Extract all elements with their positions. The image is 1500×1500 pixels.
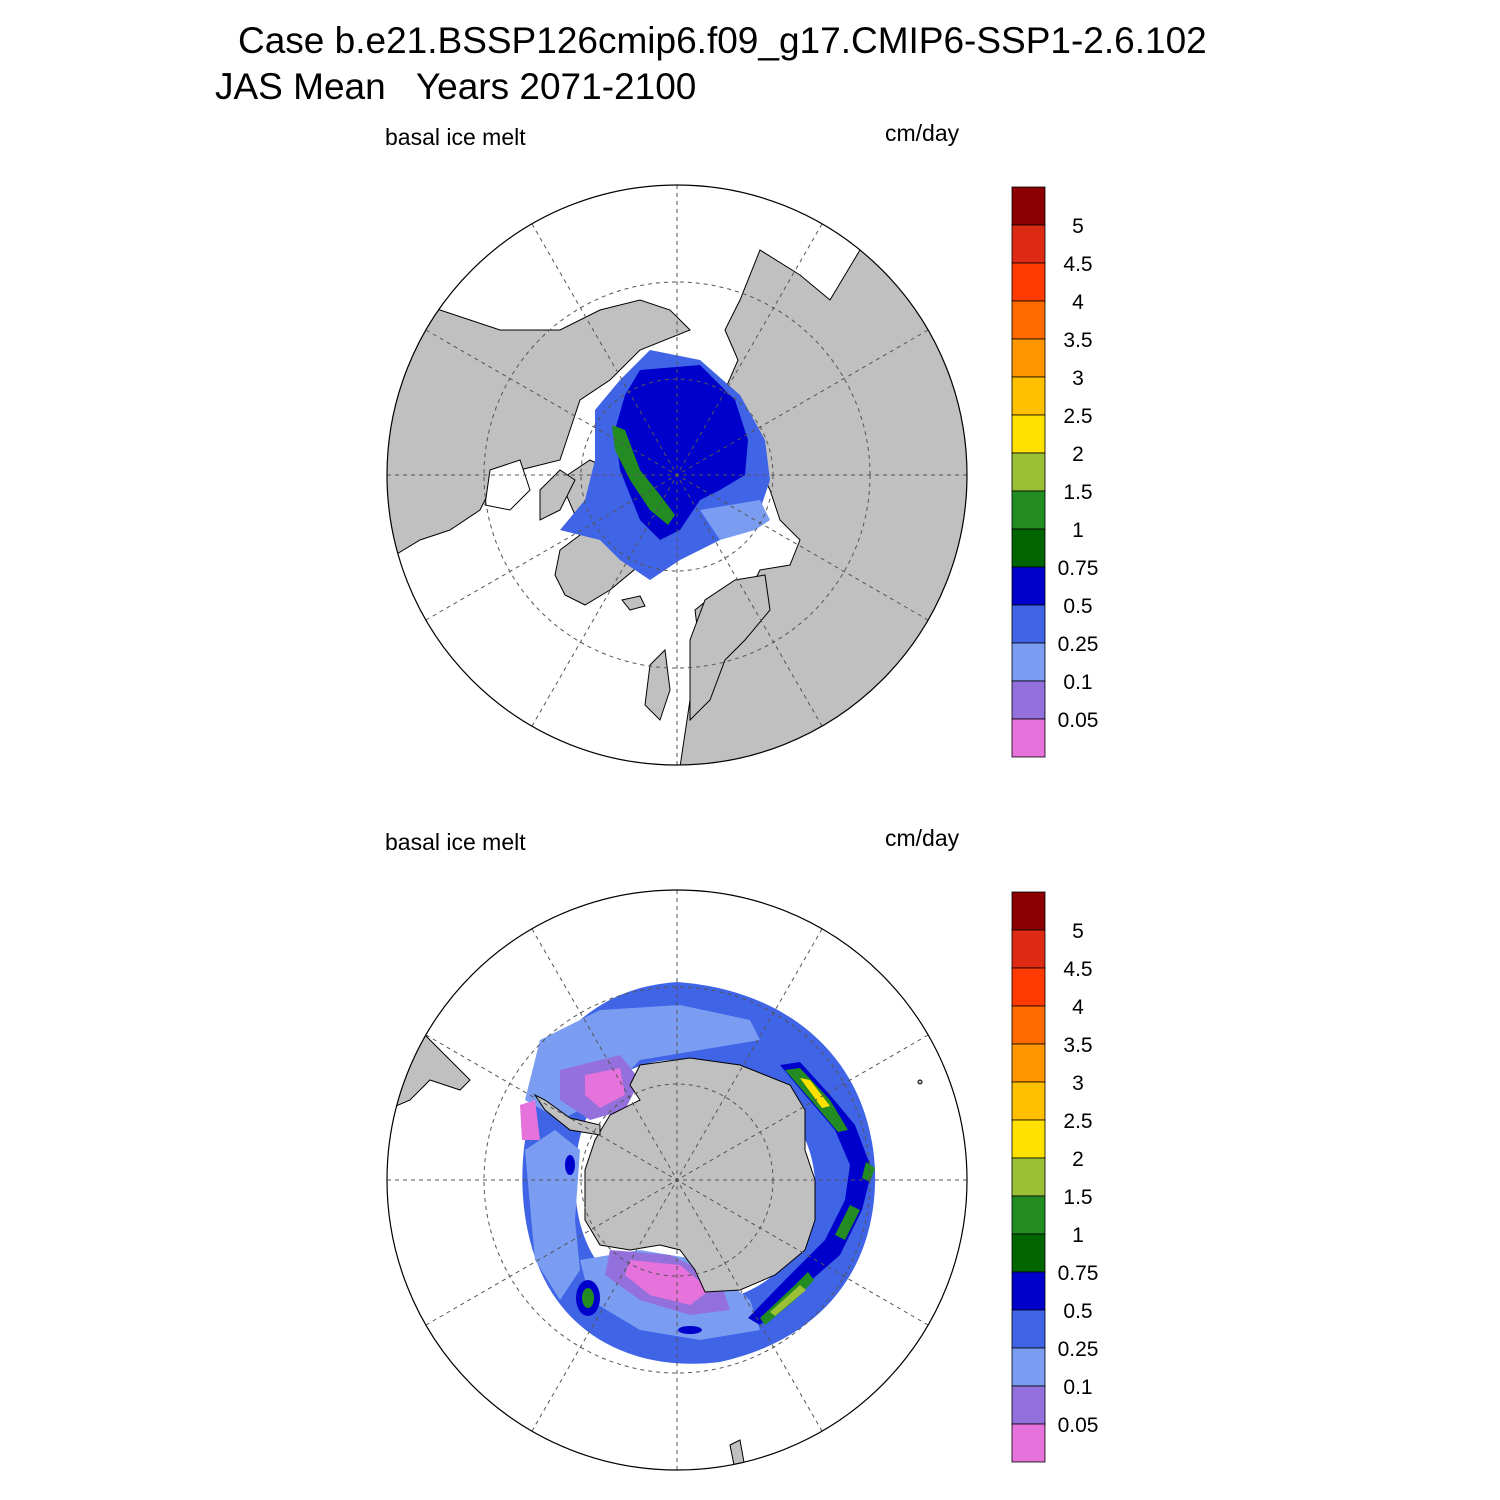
antarctic-melt-field [520,982,876,1364]
colorbar-tick-label: 1.5 [1063,1186,1092,1209]
colorbar-swatch [1011,1233,1046,1273]
colorbar-tick-label: 2 [1072,1148,1084,1171]
arctic-map-outline [386,184,968,766]
colorbar-swatch [1011,967,1046,1007]
colorbar-swatch [1011,186,1046,226]
colorbar-swatch [1011,452,1046,492]
colorbar-swatch [1011,718,1046,758]
antarctic-map-outline [386,889,968,1471]
colorbar-tick-label: 4 [1072,291,1084,314]
colorbar-swatch [1011,262,1046,302]
arctic-melt-0.1 [700,500,770,540]
antarctic-panel-units-label: cm/day [885,825,960,851]
colorbar-swatch [1011,1347,1046,1387]
antarctic-melt-1-ne [862,1162,875,1182]
colorbar-tick-label: 0.25 [1058,1338,1099,1361]
colorbar-tick-label: 0.1 [1063,1376,1092,1399]
colorbar-tick-label: 0.75 [1058,1262,1099,1285]
colorbar-swatch [1011,224,1046,264]
antarctic-melt-0.5-spot [565,1155,575,1175]
british-isles [644,648,671,721]
antarctic-melt-2-s [770,1285,806,1316]
colorbar-swatch [1011,1423,1046,1463]
antarctic-panel-variable-label: basal ice melt [385,829,526,855]
colorbar-swatch [1011,604,1046,644]
colorbar-tick-label: 0.25 [1058,633,1099,656]
antarctic-melt-0.1-west [525,1130,580,1300]
colorbar-swatch [1011,338,1046,378]
hudson-bay [484,459,531,511]
colorbar-swatch [1011,300,1046,340]
arctic-graticule [387,185,967,765]
colorbar-swatch [1011,1309,1046,1349]
colorbar-swatch [1011,1119,1046,1159]
colorbar-tick-label: 4.5 [1063,958,1092,981]
figure-title-line1: Case b.e21.BSSP126cmip6.f09_g17.CMIP6-SS… [238,20,1207,61]
antarctica [584,1057,816,1293]
colorbar-tick-label: 3.5 [1063,329,1092,352]
colorbar-arctic: 5 4.5 4 3.5 3 2.5 2 1.5 1 0.75 0.5 0.25 0.1 0.05 [1011,186,1099,758]
colorbar-swatch [1011,642,1046,682]
colorbar-tick-label: 0.5 [1063,1300,1092,1323]
colorbar-tick-label: 1.5 [1063,481,1092,504]
colorbar-tick-label: 4.5 [1063,253,1092,276]
colorbar-tick-label: 3 [1072,367,1084,390]
arctic-panel-units-label: cm/day [885,120,960,146]
colorbar-swatch [1011,1043,1046,1083]
colorbar-tick-label: 3.5 [1063,1034,1092,1057]
colorbar-swatch [1011,490,1046,530]
colorbar-antarctic: 5 4.5 4 3.5 3 2.5 2 1.5 1 0.75 0.5 0.25 0.1 0.05 [1011,891,1099,1463]
antarctic-melt-below-0.05-weddell [585,1068,625,1108]
colorbar-swatch [1011,929,1046,969]
antarctic-peninsula [533,1093,601,1136]
colorbar-tick-label: 4 [1072,996,1084,1019]
colorbar-tick-label: 3 [1072,1072,1084,1095]
colorbar-swatch [1011,1081,1046,1121]
colorbar-tick-label: 0.75 [1058,557,1099,580]
antarctic-melt-1-se [835,1205,860,1240]
colorbar-tick-label: 0.05 [1058,709,1099,732]
colorbar-swatch [1011,680,1046,720]
antarctic-graticule [387,890,967,1470]
colorbar-tick-label: 1 [1072,1224,1084,1247]
antarctic-melt-2-east [800,1078,830,1108]
antarctic-melt-1-west-blob [582,1288,594,1308]
iceland [621,595,646,611]
colorbar-tick-label: 2.5 [1063,405,1092,428]
colorbar-tick-label: 0.5 [1063,595,1092,618]
colorbar-tick-label: 2.5 [1063,1110,1092,1133]
colorbar-tick-label: 1 [1072,519,1084,542]
colorbar-swatch [1011,891,1046,931]
colorbar-swatch [1011,1195,1046,1235]
colorbar-tick-label: 5 [1072,920,1084,943]
colorbar-tick-label: 5 [1072,215,1084,238]
antarctic-melt-below-0.05-pen [520,1100,540,1140]
bouvet-island [917,1079,923,1085]
colorbar-swatch [1011,1157,1046,1197]
antarctic-melt-below-0.05-ross [625,1260,710,1305]
arctic-map [386,184,968,766]
colorbar-swatch [1011,1005,1046,1045]
arctic-panel-variable-label: basal ice melt [385,124,526,150]
colorbar-swatch [1011,566,1046,606]
colorbar-swatch [1011,414,1046,454]
baffin-island [539,469,576,521]
colorbar-swatch [1011,1385,1046,1425]
scandinavia [689,574,771,722]
antarctic-map [386,889,968,1471]
colorbar-swatch [1011,528,1046,568]
antarctic-melt-0.5-spot-s [678,1326,702,1334]
colorbar-tick-label: 0.1 [1063,671,1092,694]
colorbar-swatch [1011,1271,1046,1311]
antarctic-land [387,1029,923,1470]
colorbar-tick-label: 2 [1072,443,1084,466]
north-america [387,299,691,561]
colorbar-swatch [1011,376,1046,416]
colorbar-tick-label: 0.05 [1058,1414,1099,1437]
figure-title-line2: JAS Mean Years 2071-2100 [215,66,697,107]
